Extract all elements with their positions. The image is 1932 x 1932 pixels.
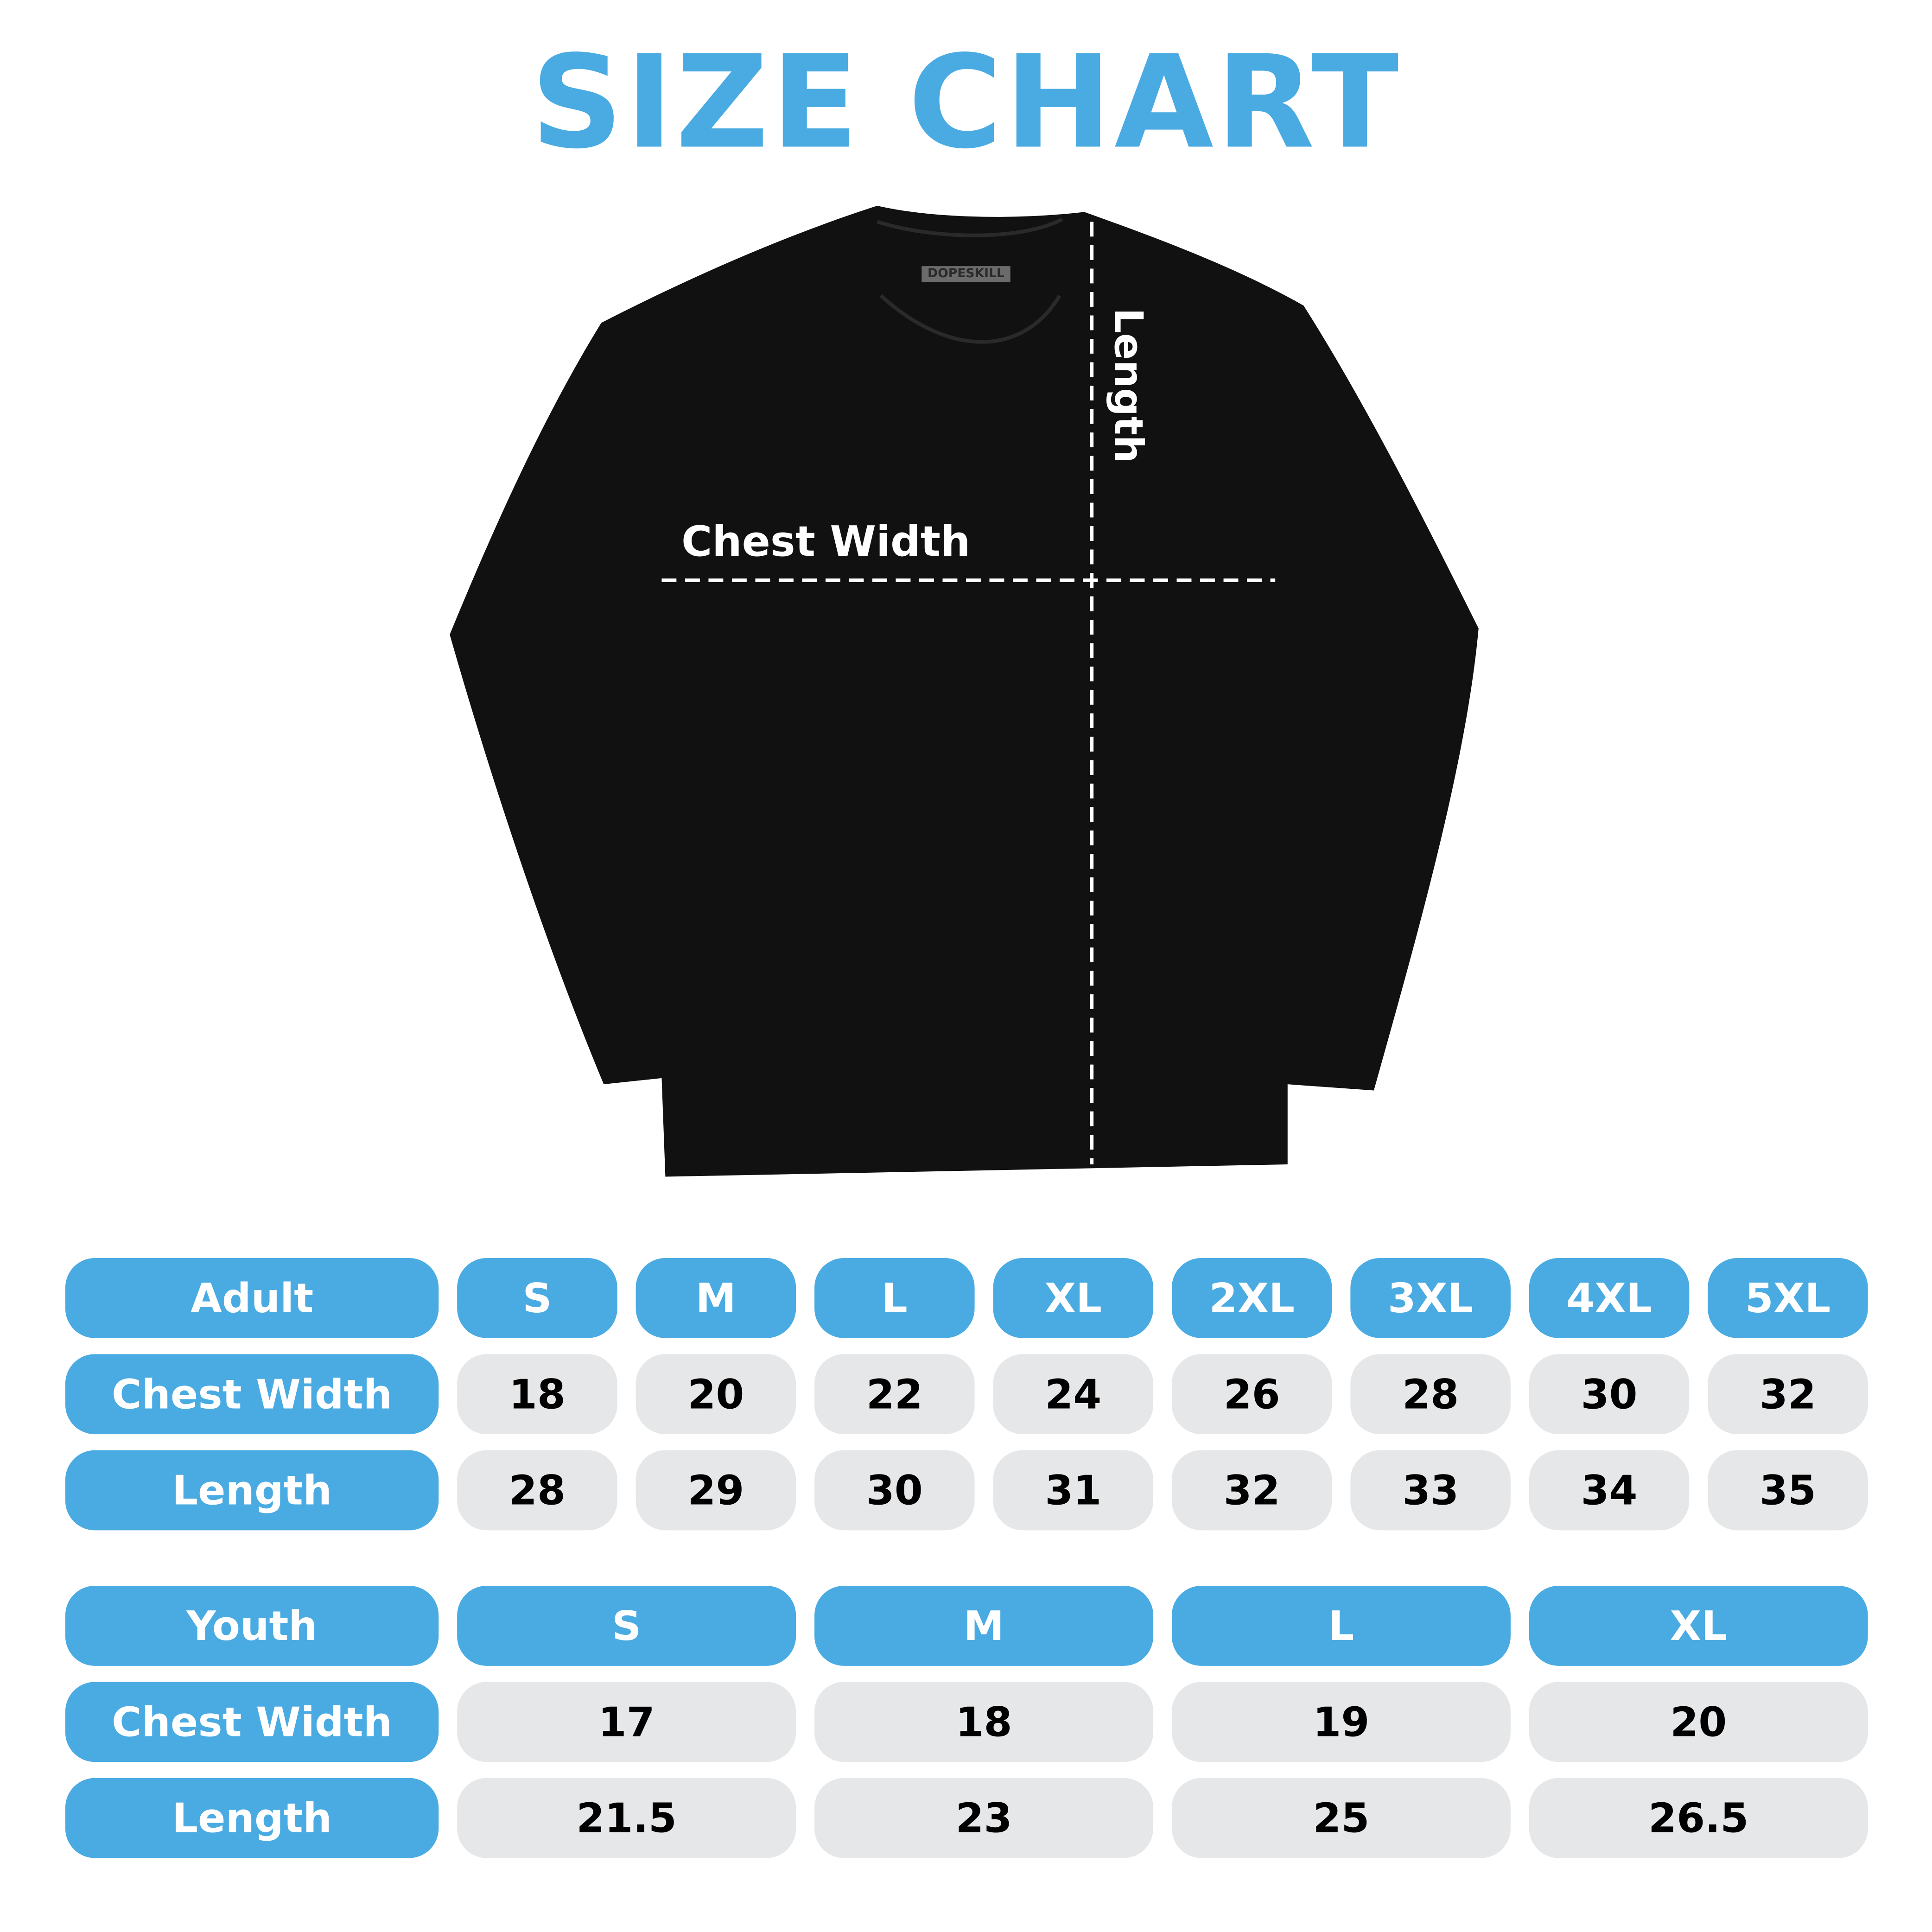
adult-value-cell: 28 xyxy=(457,1450,617,1531)
adult-value-cell: 20 xyxy=(636,1354,796,1435)
youth-row-label: Chest Width xyxy=(65,1682,439,1762)
length-label: Length xyxy=(1105,308,1152,464)
adult-value-cell: 24 xyxy=(993,1354,1154,1435)
youth-size-header: L xyxy=(1171,1586,1511,1666)
adult-value-cell: 32 xyxy=(1708,1354,1868,1435)
adult-value-cell: 28 xyxy=(1350,1354,1511,1435)
youth-value-cell: 23 xyxy=(814,1778,1154,1858)
youth-row-label: Length xyxy=(65,1778,439,1858)
youth-value-cell: 21.5 xyxy=(457,1778,796,1858)
adult-size-header: 5XL xyxy=(1708,1258,1868,1338)
youth-size-header: S xyxy=(457,1586,796,1666)
youth-value-cell: 19 xyxy=(1171,1682,1511,1762)
page-title: SIZE CHART xyxy=(531,27,1401,178)
adult-row-label: Chest Width xyxy=(65,1354,439,1435)
youth-header: Youth xyxy=(65,1586,439,1666)
adult-size-header: L xyxy=(814,1258,975,1338)
adult-size-header: 2XL xyxy=(1171,1258,1332,1338)
youth-size-header: M xyxy=(814,1586,1154,1666)
adult-value-cell: 35 xyxy=(1708,1450,1868,1531)
adult-size-header: 3XL xyxy=(1350,1258,1511,1338)
adult-value-cell: 18 xyxy=(457,1354,617,1435)
brand-tag: DOPESKILL xyxy=(922,266,1010,282)
adult-header: Adult xyxy=(65,1258,439,1338)
shirt-body xyxy=(450,205,1479,1177)
youth-value-cell: 26.5 xyxy=(1529,1778,1868,1858)
adult-value-cell: 22 xyxy=(814,1354,975,1435)
adult-value-cell: 31 xyxy=(993,1450,1154,1531)
adult-value-cell: 30 xyxy=(1529,1354,1690,1435)
adult-size-header: S xyxy=(457,1258,617,1338)
shirt-image xyxy=(450,205,1479,1177)
adult-value-cell: 33 xyxy=(1350,1450,1511,1531)
youth-value-cell: 17 xyxy=(457,1682,796,1762)
adult-value-cell: 29 xyxy=(636,1450,796,1531)
youth-value-cell: 25 xyxy=(1171,1778,1511,1858)
adult-row-label: Length xyxy=(65,1450,439,1531)
youth-value-cell: 20 xyxy=(1529,1682,1868,1762)
chest-width-label: Chest Width xyxy=(681,517,971,567)
youth-value-cell: 18 xyxy=(814,1682,1154,1762)
adult-value-cell: 32 xyxy=(1171,1450,1332,1531)
adult-size-header: M xyxy=(636,1258,796,1338)
youth-size-header: XL xyxy=(1529,1586,1868,1666)
adult-size-header: 4XL xyxy=(1529,1258,1690,1338)
adult-size-header: XL xyxy=(993,1258,1154,1338)
adult-value-cell: 26 xyxy=(1171,1354,1332,1435)
adult-value-cell: 34 xyxy=(1529,1450,1690,1531)
adult-value-cell: 30 xyxy=(814,1450,975,1531)
